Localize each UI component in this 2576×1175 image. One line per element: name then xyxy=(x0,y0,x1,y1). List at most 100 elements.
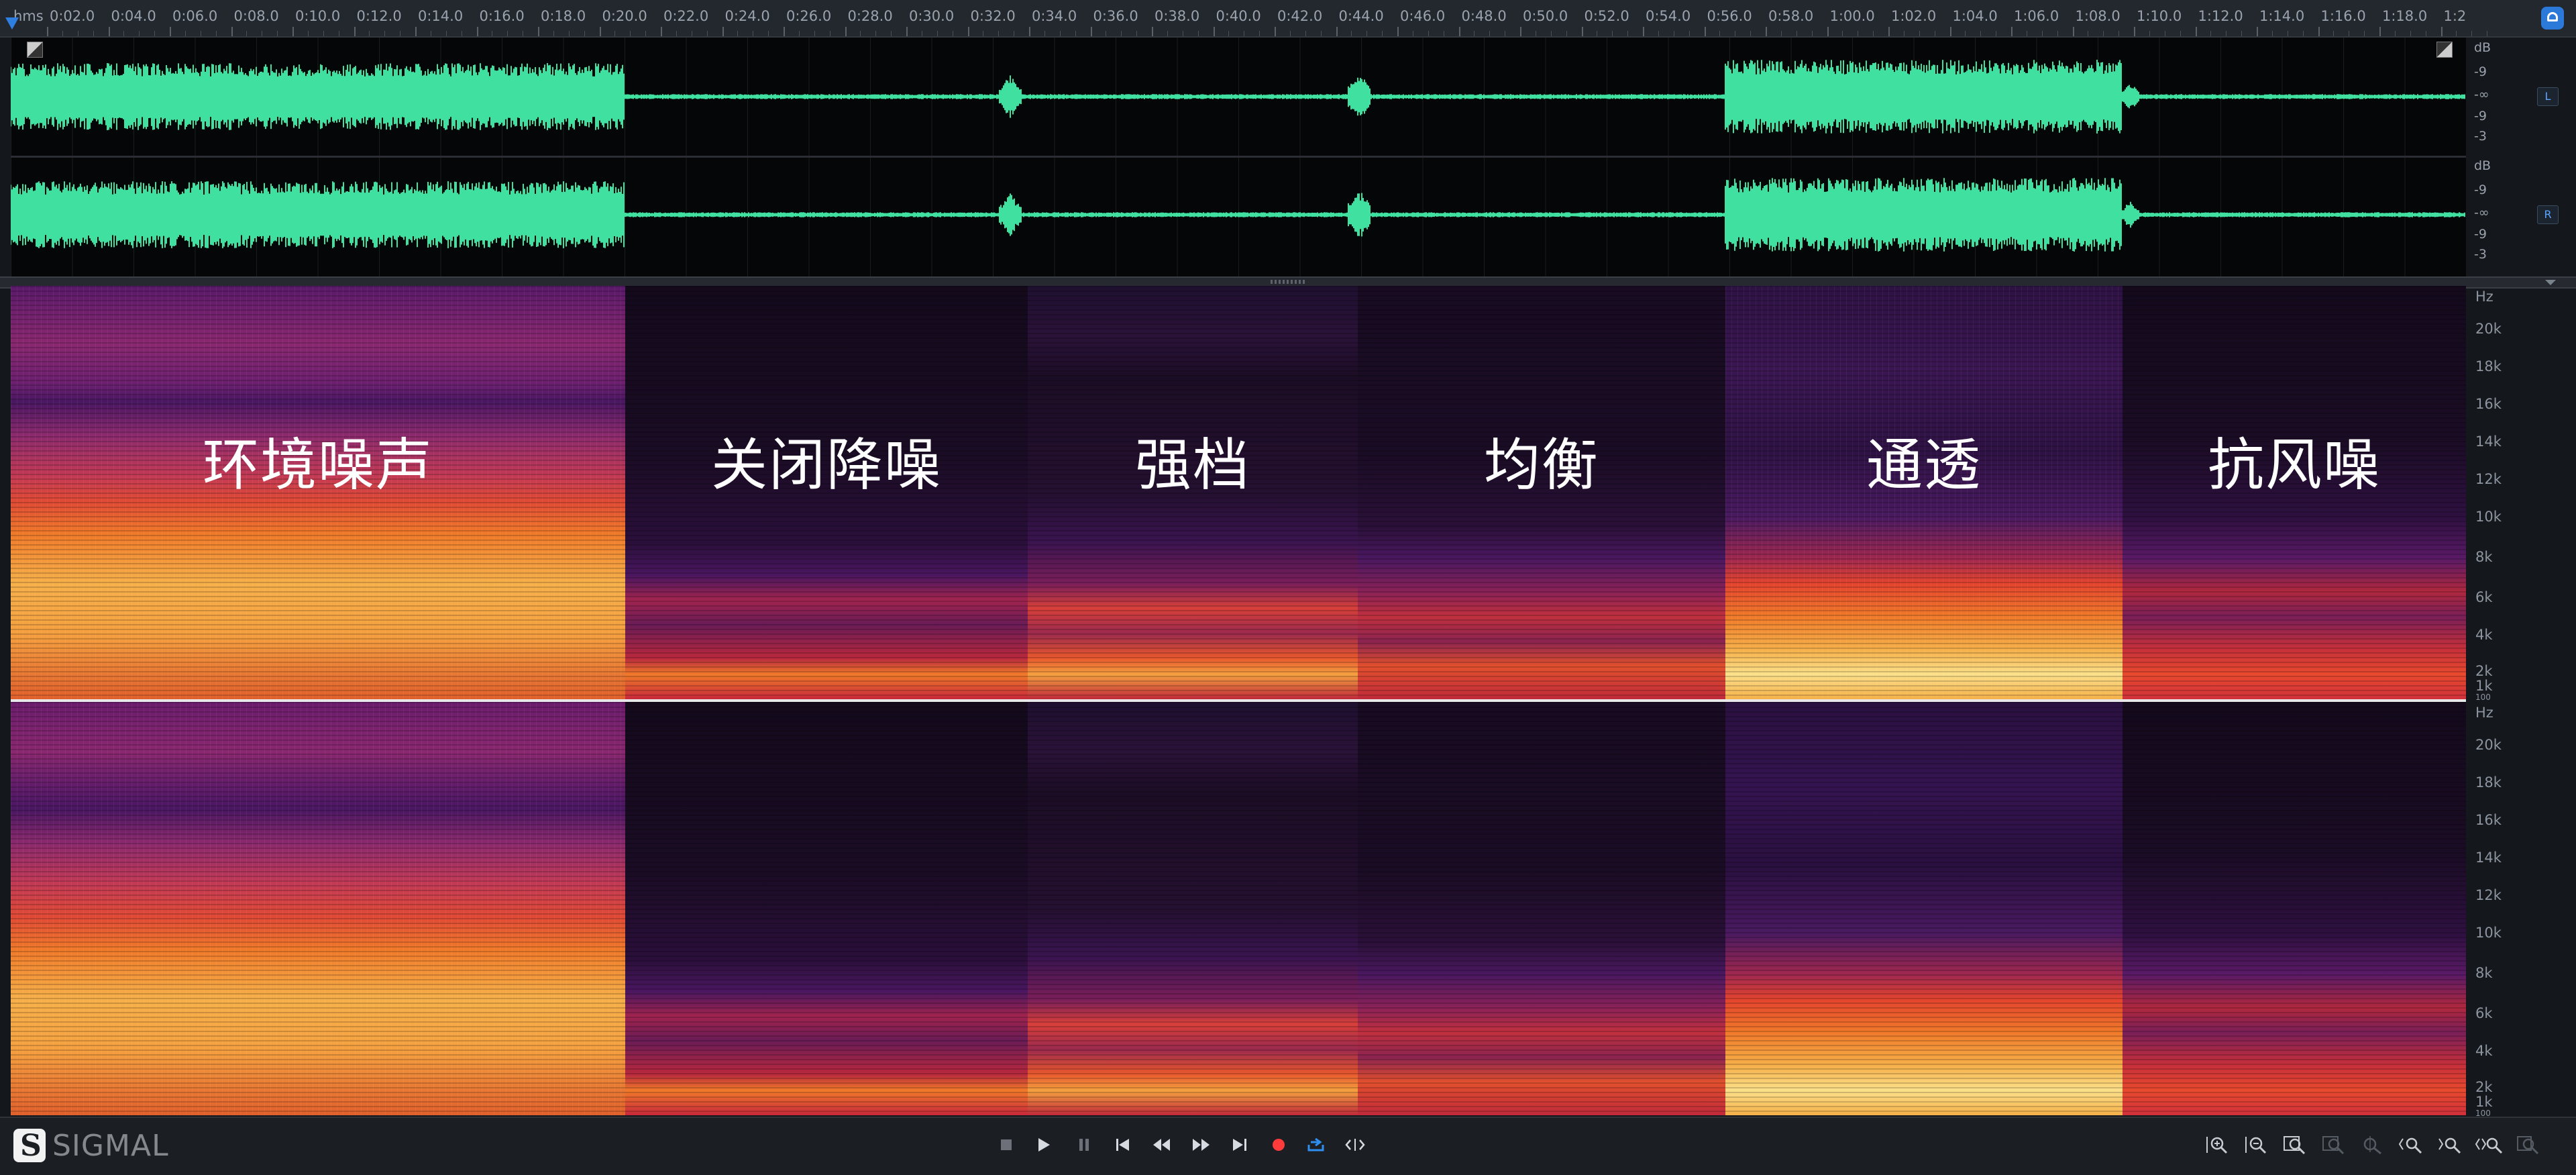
segment-anc-off[interactable]: 关闭降噪 xyxy=(625,286,1028,699)
segment-label: 均衡 xyxy=(1483,432,1599,498)
zoom-fit-button[interactable] xyxy=(2278,1130,2312,1160)
ruler-tick xyxy=(292,27,294,36)
ruler-minor-tick xyxy=(1136,31,1138,36)
ruler-tick-label: 0:18.0 xyxy=(541,8,586,24)
hz-label: 4k xyxy=(2475,1043,2493,1059)
ruler-tick xyxy=(1152,27,1153,36)
ruler-tick xyxy=(2257,27,2258,36)
waveform-panel[interactable] xyxy=(11,38,2466,276)
fade-out-handle[interactable] xyxy=(2436,42,2453,58)
ruler-minor-tick xyxy=(1167,31,1168,36)
ruler-tick-label: 0:38.0 xyxy=(1155,8,1200,24)
ruler-tick xyxy=(967,27,969,36)
hz-label: 10k xyxy=(2475,925,2502,941)
ruler-tick-label: 1:04.0 xyxy=(1952,8,1998,24)
spectrogram-right[interactable] xyxy=(11,702,2466,1115)
ruler-minor-tick xyxy=(553,31,554,36)
db-label: dB xyxy=(2474,40,2491,55)
ruler-tick-label: 0:46.0 xyxy=(1400,8,1446,24)
ruler-minor-tick xyxy=(2057,31,2058,36)
ruler-tick-label: 0:58.0 xyxy=(1768,8,1814,24)
db-label: dB xyxy=(2474,158,2491,173)
segment-wind-noise[interactable] xyxy=(2123,702,2466,1115)
ruler-tick-label: 0:48.0 xyxy=(1461,8,1507,24)
ruler-tick xyxy=(1090,27,1092,36)
loop-button[interactable] xyxy=(1301,1130,1331,1160)
segment-balanced[interactable]: 均衡 xyxy=(1358,286,1725,699)
fast-forward-button[interactable] xyxy=(1186,1130,1216,1160)
spectrogram-left[interactable]: 环境噪声 关闭降噪 强档 均衡 通透 抗风噪 xyxy=(11,286,2466,699)
zoom-reset-button[interactable] xyxy=(2512,1130,2545,1160)
channel-left-badge[interactable]: L xyxy=(2537,87,2559,106)
ruler-minor-tick xyxy=(1121,31,1122,36)
ruler-minor-tick xyxy=(2394,31,2396,36)
channel-right-badge[interactable]: R xyxy=(2537,205,2559,224)
ruler-minor-tick xyxy=(1688,31,1690,36)
stop-button[interactable] xyxy=(991,1130,1021,1160)
ruler-tick xyxy=(2318,27,2320,36)
db-label: -3 xyxy=(2474,129,2487,144)
rewind-button[interactable] xyxy=(1147,1130,1177,1160)
ruler-minor-tick xyxy=(614,31,616,36)
pause-button[interactable] xyxy=(1069,1130,1099,1160)
logo-text: SIGMAL xyxy=(52,1128,169,1163)
ruler-minor-tick xyxy=(630,31,631,36)
noise-texture xyxy=(2123,702,2466,1115)
fade-in-handle[interactable] xyxy=(27,42,43,58)
zoom-out-vertical-button[interactable] xyxy=(2239,1130,2273,1160)
skip-forward-button[interactable] xyxy=(1225,1130,1254,1160)
playhead-marker[interactable] xyxy=(5,17,19,30)
skip-selection-button[interactable] xyxy=(1340,1130,1370,1160)
zoom-full-button[interactable] xyxy=(2473,1130,2506,1160)
segment-balanced[interactable] xyxy=(1358,702,1725,1115)
ruler-minor-tick xyxy=(2456,31,2457,36)
noise-texture xyxy=(1725,702,2123,1115)
hz-label: 12k xyxy=(2475,887,2502,903)
zoom-selection-button[interactable] xyxy=(2317,1130,2351,1160)
ruler-minor-tick xyxy=(1965,31,1966,36)
zoom-in-horizontal-button[interactable] xyxy=(2395,1130,2428,1160)
zoom-in-vertical-button[interactable] xyxy=(2200,1130,2234,1160)
zoom-out-horizontal-button[interactable] xyxy=(2434,1130,2467,1160)
chevron-down-icon[interactable] xyxy=(2545,280,2556,285)
hz-label: 8k xyxy=(2475,549,2493,565)
segment-transparent[interactable]: 通透 xyxy=(1725,286,2123,699)
hz-label: 100 xyxy=(2475,693,2491,702)
ruler-minor-tick xyxy=(139,31,140,36)
time-ruler[interactable]: hms 0:02.0 0:04.0 0:06.0 0:08.0 0:10.0 0:12.0… xyxy=(0,0,2576,38)
hz-label: 2k xyxy=(2475,1079,2493,1095)
zoom-in-horizontal-icon xyxy=(2398,1137,2422,1154)
ruler-minor-tick xyxy=(1796,31,1797,36)
ruler-minor-tick xyxy=(507,31,508,36)
segment-strong[interactable] xyxy=(1028,702,1358,1115)
segment-ambient[interactable]: 环境噪声 xyxy=(11,286,625,699)
skip-back-button[interactable] xyxy=(1108,1130,1138,1160)
segment-ambient[interactable] xyxy=(11,702,625,1115)
zoom-cursor-button[interactable] xyxy=(2356,1130,2390,1160)
play-button[interactable] xyxy=(1029,1130,1059,1160)
zoom-out-vertical-icon xyxy=(2245,1137,2267,1154)
segment-strong[interactable]: 强档 xyxy=(1028,286,1358,699)
ruler-tick xyxy=(354,27,356,36)
ruler-tick-label: 0:40.0 xyxy=(1216,8,1261,24)
ruler-minor-tick xyxy=(384,31,386,36)
segment-wind-noise[interactable]: 抗风噪 xyxy=(2123,286,2466,699)
ruler-tick-label: 0:28.0 xyxy=(847,8,893,24)
lock-icon[interactable] xyxy=(2541,7,2564,30)
ruler-tick xyxy=(1029,27,1030,36)
segment-transparent[interactable] xyxy=(1725,702,2123,1115)
ruler-minor-tick xyxy=(1627,31,1629,36)
ruler-minor-tick xyxy=(184,31,186,36)
ruler-tick-label: 0:44.0 xyxy=(1338,8,1384,24)
ruler-minor-tick xyxy=(645,31,647,36)
ruler-minor-tick xyxy=(154,31,156,36)
ruler-minor-tick xyxy=(1228,31,1230,36)
fast-forward-icon xyxy=(1193,1139,1210,1151)
ruler-tick xyxy=(1949,27,1951,36)
record-button[interactable] xyxy=(1264,1130,1293,1160)
rewind-icon xyxy=(1153,1139,1170,1151)
ruler-tick xyxy=(415,27,417,36)
resize-grip-icon[interactable] xyxy=(1271,280,1305,284)
ruler-minor-tick xyxy=(1750,31,1752,36)
segment-anc-off[interactable] xyxy=(625,702,1028,1115)
